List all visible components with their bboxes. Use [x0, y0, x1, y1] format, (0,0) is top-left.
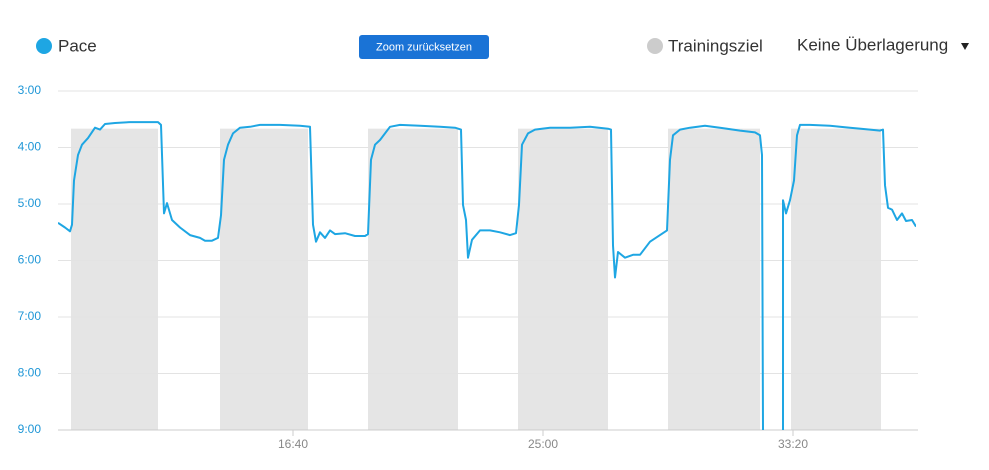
legend-marker	[36, 38, 52, 54]
x-tick-label: 25:00	[528, 437, 558, 451]
y-tick-label: 6:00	[18, 253, 42, 267]
target-band	[791, 128, 881, 430]
y-tick-label: 9:00	[18, 422, 42, 436]
y-tick-label: 4:00	[18, 140, 42, 154]
x-tick-label: 33:20	[778, 437, 808, 451]
x-tick-label: 16:40	[278, 437, 308, 451]
target-band	[71, 128, 158, 430]
legend: Pace Trainingsziel	[36, 36, 763, 55]
zoom-button[interactable]: Zoom zurücksetzen	[359, 35, 489, 59]
overlay-select[interactable]: Keine Überlagerung	[797, 35, 969, 54]
legend-marker	[647, 38, 663, 54]
select-label[interactable]: Keine Überlagerung	[797, 35, 948, 54]
legend-label: Trainingsziel	[668, 36, 763, 55]
y-tick-label: 7:00	[18, 309, 42, 323]
button-background[interactable]	[359, 35, 489, 59]
button-label[interactable]: Zoom zurücksetzen	[376, 41, 472, 53]
target-band	[518, 128, 608, 430]
pace-line	[58, 121, 916, 431]
target-band	[668, 128, 760, 430]
y-tick-label: 8:00	[18, 366, 42, 380]
legend-label: Pace	[58, 36, 97, 55]
target-band	[220, 128, 308, 430]
dropdown-arrow[interactable]	[961, 43, 969, 50]
y-tick-label: 3:00	[18, 83, 42, 97]
y-tick-label: 5:00	[18, 196, 42, 210]
target-band	[368, 128, 458, 430]
